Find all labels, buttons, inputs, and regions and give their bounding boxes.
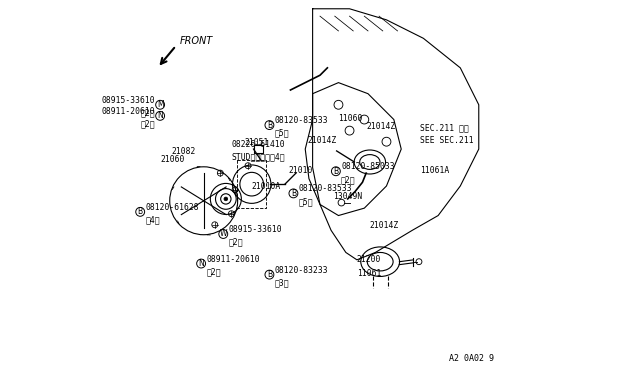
Text: （5）: （5） — [275, 129, 289, 138]
Text: 08911-20610: 08911-20610 — [206, 254, 260, 263]
Text: M: M — [157, 100, 163, 109]
Text: 11060: 11060 — [338, 114, 362, 123]
Text: （2）: （2） — [228, 238, 243, 247]
Text: （3）: （3） — [275, 278, 289, 287]
Text: （2）: （2） — [341, 175, 356, 184]
Text: B: B — [138, 207, 143, 217]
Text: N: N — [198, 259, 204, 268]
Text: B: B — [333, 167, 339, 176]
Text: STUDスタッド（4）: STUDスタッド（4） — [232, 153, 285, 162]
Text: 21051: 21051 — [244, 138, 269, 147]
Text: 21014Z: 21014Z — [370, 221, 399, 230]
Text: 08915-33610: 08915-33610 — [101, 96, 155, 105]
Text: 08915-33610: 08915-33610 — [228, 225, 282, 234]
Text: 08120-83233: 08120-83233 — [275, 266, 328, 275]
Text: N: N — [157, 111, 163, 121]
Text: 08120-85033: 08120-85033 — [341, 162, 395, 171]
Text: 13049N: 13049N — [333, 192, 362, 201]
Text: 11061A: 11061A — [420, 166, 449, 175]
Text: （5）: （5） — [299, 197, 313, 206]
Text: FRONT: FRONT — [180, 36, 213, 46]
Text: 08226-61410: 08226-61410 — [232, 140, 285, 149]
Text: 21010A: 21010A — [252, 182, 281, 191]
Text: 21014Z: 21014Z — [307, 137, 337, 145]
Text: SEC.211 参照: SEC.211 参照 — [420, 124, 468, 132]
Text: 08120-83533: 08120-83533 — [299, 185, 352, 193]
Text: 21060: 21060 — [161, 155, 185, 164]
Text: 08120-83533: 08120-83533 — [275, 116, 328, 125]
Circle shape — [224, 197, 228, 201]
Text: 08120-61628: 08120-61628 — [145, 203, 199, 212]
Text: （4）: （4） — [145, 215, 160, 225]
Text: 21014Z: 21014Z — [366, 122, 396, 131]
Text: SEE SEC.211: SEE SEC.211 — [420, 136, 474, 145]
Text: B: B — [291, 189, 296, 198]
Text: （2）: （2） — [206, 267, 221, 276]
Text: B: B — [267, 121, 272, 129]
Text: 21082: 21082 — [172, 147, 196, 157]
Text: W: W — [220, 230, 227, 238]
Text: 21200: 21200 — [356, 254, 381, 263]
Text: B: B — [267, 270, 272, 279]
Text: 11061: 11061 — [357, 269, 381, 278]
Text: 21010: 21010 — [289, 166, 313, 175]
Text: 08911-20610: 08911-20610 — [101, 107, 155, 116]
Text: A2 0A02 9: A2 0A02 9 — [449, 354, 493, 363]
Text: （2）: （2） — [140, 119, 155, 129]
Text: （2）: （2） — [140, 109, 155, 118]
